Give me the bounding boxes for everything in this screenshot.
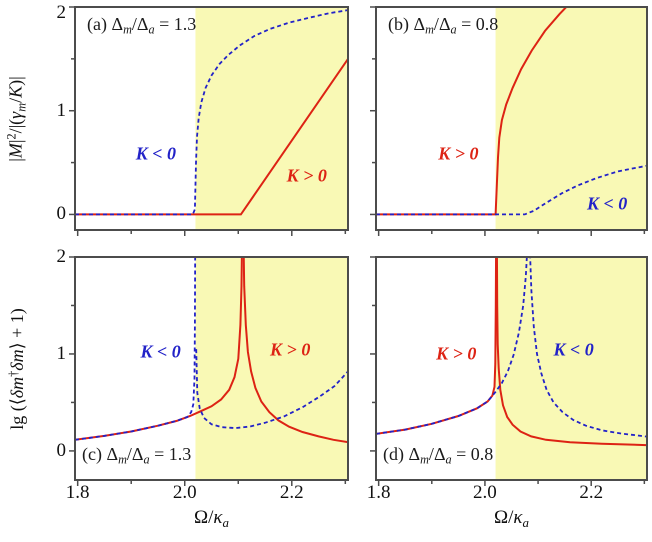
- axis-border-a: [74, 6, 349, 231]
- x-axis-label-d: Ω/κa: [494, 507, 529, 530]
- shaded-region-c: [195, 257, 348, 480]
- annotation-k-negative-a: K < 0: [135, 143, 176, 164]
- ticks-a: [69, 6, 347, 236]
- shaded-region-a: [195, 7, 348, 230]
- annotation-k-negative-d: K < 0: [553, 339, 594, 360]
- y-tick-label: 2: [56, 246, 67, 267]
- x-tick-label: 2.0: [172, 482, 197, 503]
- y-tick-label: 0: [56, 439, 67, 461]
- curve-k-negative-c: [76, 258, 197, 441]
- annotation-k-negative-c: K < 0: [140, 341, 181, 362]
- y-tick-label: 1: [56, 99, 67, 121]
- ticks-c: [69, 256, 347, 486]
- x-tick-label: 2.2: [279, 482, 304, 503]
- panel-title-d: (d) Δm/Δa = 0.8: [383, 444, 494, 467]
- x-tick-label: 2.0: [473, 482, 497, 503]
- x-tick-label: 1.8: [366, 482, 391, 503]
- shaded-region-b: [495, 7, 647, 230]
- curve-k-negative-b: [377, 164, 646, 216]
- y-axis-label-c: lg (⟨δm†δm⟩ + 1): [5, 307, 28, 430]
- curve-k-positive-b: [377, 8, 567, 216]
- y-axis-label-a: |M|2/|(γm/K)|: [4, 75, 29, 162]
- curve-k-positive-c: [242, 258, 347, 444]
- x-tick-label: 1.8: [65, 482, 90, 503]
- annotation-k-negative-b: K < 0: [587, 193, 628, 214]
- y-tick-label: 1: [56, 342, 67, 364]
- curve-k-negative-d: [529, 258, 646, 438]
- ticks-b: [370, 6, 646, 236]
- shaded-region-d: [495, 257, 647, 480]
- curve-k-negative-c: [195, 349, 347, 430]
- axis-border-b: [375, 6, 648, 231]
- panel-title-a: (a) Δm/Δa = 1.3: [87, 14, 197, 37]
- panel-title-c: (c) Δm/Δa = 1.3: [82, 444, 192, 467]
- annotation-k-positive-c: K > 0: [270, 339, 311, 360]
- annotation-k-positive-d: K > 0: [436, 343, 477, 364]
- curve-k-positive-d: [377, 258, 498, 435]
- y-tick-label: 0: [56, 203, 67, 225]
- axis-border-d: [375, 256, 648, 481]
- panel-b: [370, 6, 648, 236]
- curve-k-negative-a: [76, 9, 347, 216]
- x-axis-label-c: Ω/κa: [194, 507, 229, 530]
- annotation-k-positive-b: K > 0: [438, 143, 479, 164]
- panel-title-b: (b) Δm/Δa = 0.8: [388, 14, 499, 37]
- axis-border-c: [74, 256, 349, 481]
- curve-k-positive-a: [76, 58, 347, 216]
- y-tick-label: 2: [56, 2, 67, 23]
- curve-k-positive-d: [495, 258, 646, 447]
- x-tick-label: 2.2: [579, 482, 604, 503]
- panel-c: [69, 256, 349, 486]
- curve-k-negative-d: [377, 258, 528, 435]
- panel-a: [69, 6, 349, 236]
- panel-d: [370, 256, 648, 486]
- ticks-d: [370, 256, 646, 486]
- annotation-k-positive-a: K > 0: [286, 165, 327, 186]
